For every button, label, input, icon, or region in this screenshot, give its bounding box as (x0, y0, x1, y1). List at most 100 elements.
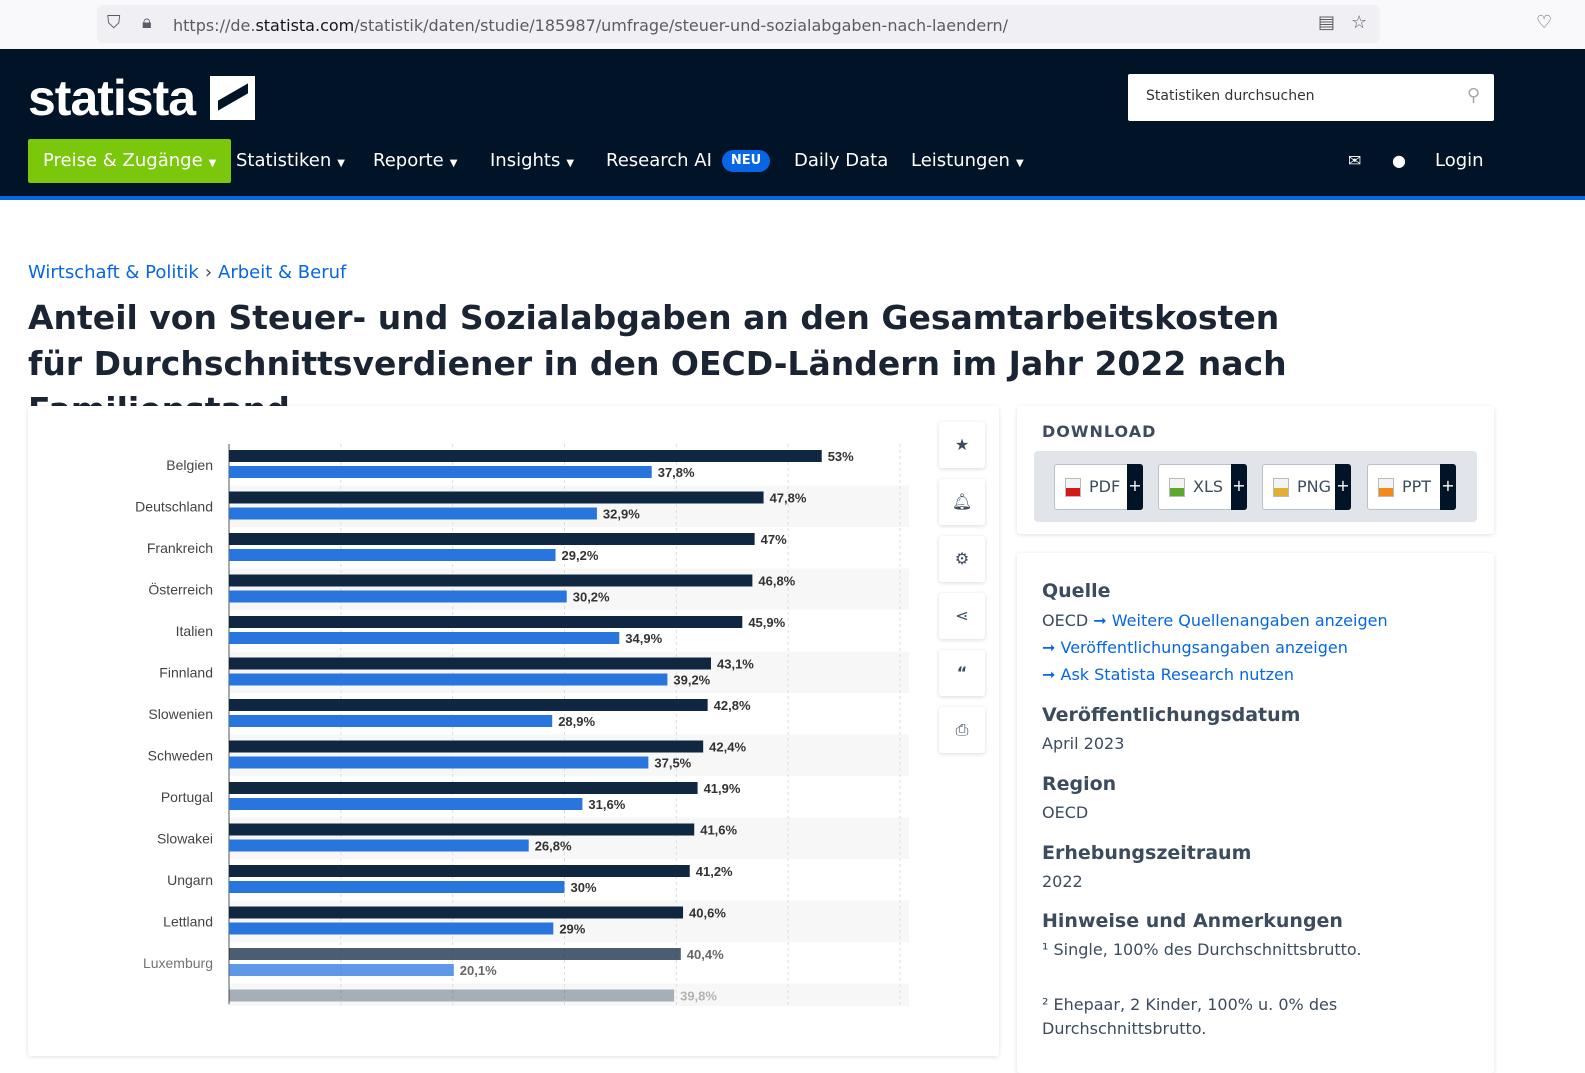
address-bar[interactable] (97, 5, 1380, 43)
bar (229, 948, 681, 960)
globe-icon[interactable]: ● (1392, 151, 1406, 170)
bar (229, 756, 649, 769)
source-value: OECD (1042, 611, 1089, 630)
category-label: Ungarn (167, 872, 213, 888)
print-icon[interactable]: ⎙ (939, 707, 985, 753)
download-heading: DOWNLOAD (1042, 422, 1157, 441)
bar (229, 865, 690, 877)
category-label: Portugal (161, 789, 213, 805)
bookmark-star-icon[interactable]: ☆ (1351, 12, 1368, 33)
bar (229, 491, 764, 504)
breadcrumb-link[interactable]: Arbeit & Beruf (218, 262, 347, 283)
browser-toolbar: ⛉ 🔒︎ https://de.statista.com/statistik/d… (0, 0, 1585, 49)
data-label: 40,6% (689, 906, 726, 921)
bar (229, 839, 529, 852)
data-label: 29,2% (562, 548, 599, 563)
bar (229, 673, 668, 686)
login-link[interactable]: Login (1435, 150, 1484, 171)
data-label: 42,8% (714, 698, 751, 713)
plus-icon: + (1440, 464, 1456, 510)
url-text[interactable]: https://de.statista.com/statistik/daten/… (173, 16, 1008, 35)
pocket-icon[interactable]: ♡ (1536, 12, 1553, 33)
note-2: ² Ehepaar, 2 Kinder, 100% u. 0% des Durc… (1042, 995, 1338, 1038)
region-value: OECD (1042, 803, 1089, 822)
data-label: 47,8% (770, 491, 807, 506)
menu-label: Research AI (606, 150, 712, 171)
source-details-link[interactable]: Weitere Quellenangaben anzeigen (1111, 611, 1388, 630)
bar (229, 574, 753, 587)
menu-insights[interactable]: Insights ▼ (490, 139, 574, 183)
data-label: 28,9% (558, 714, 595, 729)
caret-down-icon: ▼ (449, 158, 458, 169)
search-icon[interactable]: ⚲ (1466, 85, 1480, 106)
bar (229, 906, 684, 919)
bar (229, 922, 554, 935)
download-ppt-button[interactable]: PPT + (1367, 464, 1456, 510)
category-label: Slowenien (148, 706, 213, 722)
download-png-button[interactable]: PNG + (1262, 464, 1351, 510)
ppt-file-icon (1378, 478, 1394, 497)
site-header: statista ⚲ Preise & Zugänge ▼ Statistiken… (0, 49, 1585, 200)
breadcrumb-link[interactable]: Wirtschaft & Politik (28, 262, 199, 283)
url-domain: statista.com (255, 16, 355, 35)
arrow-right-icon: ➞ (1042, 665, 1056, 684)
research-link[interactable]: Ask Statista Research nutzen (1060, 665, 1295, 684)
bar (229, 989, 675, 1002)
menu-research-ai[interactable]: Research AI NEU (606, 139, 771, 183)
category-label: Frankreich (147, 540, 213, 556)
download-xls-button[interactable]: XLS + (1158, 464, 1247, 510)
data-label: 37,8% (658, 465, 695, 480)
statista-logo[interactable]: statista (28, 70, 196, 126)
menu-daily-data[interactable]: Daily Data (794, 139, 888, 183)
menu-label: Reporte (373, 150, 444, 171)
reader-view-icon[interactable]: ▤ (1318, 12, 1336, 33)
menu-leistungen[interactable]: Leistungen ▼ (911, 139, 1024, 183)
bar (229, 740, 704, 753)
publication-details-link[interactable]: Veröffentlichungsangaben anzeigen (1060, 638, 1348, 657)
category-label: Slowakei (157, 831, 213, 847)
data-label: 30% (571, 880, 597, 895)
shield-icon[interactable]: ⛉ (107, 12, 121, 33)
caret-down-icon: ▼ (337, 158, 345, 169)
meta-card (1017, 553, 1494, 1073)
data-label: 32,9% (603, 507, 640, 522)
lock-icon[interactable]: 🔒︎ (142, 12, 152, 33)
data-label: 53% (828, 449, 854, 464)
bar (229, 715, 553, 727)
bar (229, 616, 743, 628)
arrow-right-icon: ➞ (1042, 638, 1056, 657)
row-band (229, 983, 909, 1006)
share-icon[interactable]: ⋖ (939, 593, 985, 639)
plus-icon: + (1127, 464, 1143, 510)
download-pdf-button[interactable]: PDF + (1054, 464, 1143, 510)
data-label: 37,5% (654, 756, 691, 771)
bar (229, 699, 708, 711)
search-box: ⚲ (1128, 74, 1494, 121)
bar (229, 782, 698, 794)
url-path: /statistik/daten/studie/185987/umfrage/s… (354, 16, 1009, 35)
menu-preise[interactable]: Preise & Zugänge ▼ (28, 139, 232, 183)
bar (229, 590, 567, 603)
period-value: 2022 (1042, 872, 1083, 891)
bar (229, 466, 652, 478)
notes-heading: Hinweise und Anmerkungen (1042, 910, 1343, 932)
gear-icon[interactable]: ⚙ (939, 536, 985, 582)
caret-down-icon: ▼ (208, 158, 217, 169)
mail-icon[interactable]: ✉ (1348, 151, 1362, 170)
data-label: 41,2% (696, 864, 733, 879)
quote-icon[interactable]: “ (939, 650, 985, 696)
png-image-icon (1273, 478, 1289, 497)
search-input[interactable] (1146, 88, 1446, 104)
bell-icon[interactable]: 🔔︎ (939, 479, 985, 525)
data-label: 39,8% (680, 989, 717, 1004)
note-1: ¹ Single, 100% des Durchschnittsbrutto. (1042, 940, 1362, 959)
menu-statistiken[interactable]: Statistiken ▼ (236, 139, 345, 183)
bar (229, 964, 454, 976)
star-icon[interactable]: ★ (939, 422, 985, 468)
data-label: 46,8% (758, 574, 795, 589)
menu-reporte[interactable]: Reporte ▼ (373, 139, 457, 183)
data-label: 43,1% (717, 657, 754, 672)
bar (229, 533, 755, 545)
bar (229, 657, 712, 670)
format-label: PNG (1297, 477, 1332, 496)
